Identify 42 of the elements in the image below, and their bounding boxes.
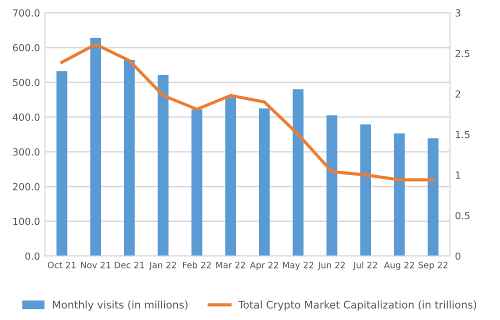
y-tick-label: 0.0: [25, 252, 40, 260]
bar: [90, 38, 102, 256]
y-tick-label: 100.0: [13, 218, 40, 226]
legend-label: Monthly visits (in millions): [53, 300, 188, 311]
bar: [56, 71, 68, 256]
y2-tick-label: 1.5: [456, 131, 470, 138]
line-series: [60, 42, 435, 182]
bar: [394, 133, 405, 256]
y2-tick-label: 2: [456, 90, 460, 98]
y2-tick-label: 0: [456, 252, 460, 260]
y2-tick-label: 0.5: [456, 212, 470, 220]
bar: [191, 109, 202, 256]
bar: [326, 115, 338, 256]
y2-tick-label: 1: [456, 172, 460, 179]
bar: [158, 74, 169, 256]
y-tick-label: 400.0: [12, 114, 40, 121]
x-tick-label: Aug 22: [384, 262, 414, 270]
x-tick-label: Jun 22: [318, 262, 345, 270]
x-tick-label: Apr 22: [250, 262, 278, 270]
x-tick-label: Jan 22: [148, 262, 176, 270]
bar: [292, 89, 304, 256]
y-tick-label: 600.0: [12, 44, 40, 52]
y2-tick-label: 3: [456, 9, 460, 17]
x-tick-label: Sep 22: [418, 262, 448, 270]
bar: [124, 60, 135, 256]
legend-label: Total Crypto Market Capitalization (in trillions): [238, 300, 476, 311]
y2-tick-label: 2.5: [456, 50, 470, 58]
x-tick-label: Jul 22: [352, 262, 377, 270]
x-tick-label: Mar 22: [216, 262, 245, 268]
x-tick-label: Nov 21: [80, 262, 110, 268]
y-tick-label: 700.0: [13, 9, 40, 17]
bar: [428, 138, 439, 256]
x-tick-label: May 22: [282, 262, 314, 270]
y-tick-label: 500.0: [13, 78, 40, 86]
x-tick-label: Dec 21: [114, 262, 144, 268]
bar: [258, 108, 270, 256]
y-tick-label: 300.0: [13, 148, 40, 156]
x-tick-label: Oct 21: [48, 262, 76, 268]
y-tick-label: 200.0: [13, 182, 40, 190]
bar: [225, 97, 236, 256]
x-tick-label: Feb 22: [183, 262, 211, 268]
bar: [360, 124, 372, 256]
